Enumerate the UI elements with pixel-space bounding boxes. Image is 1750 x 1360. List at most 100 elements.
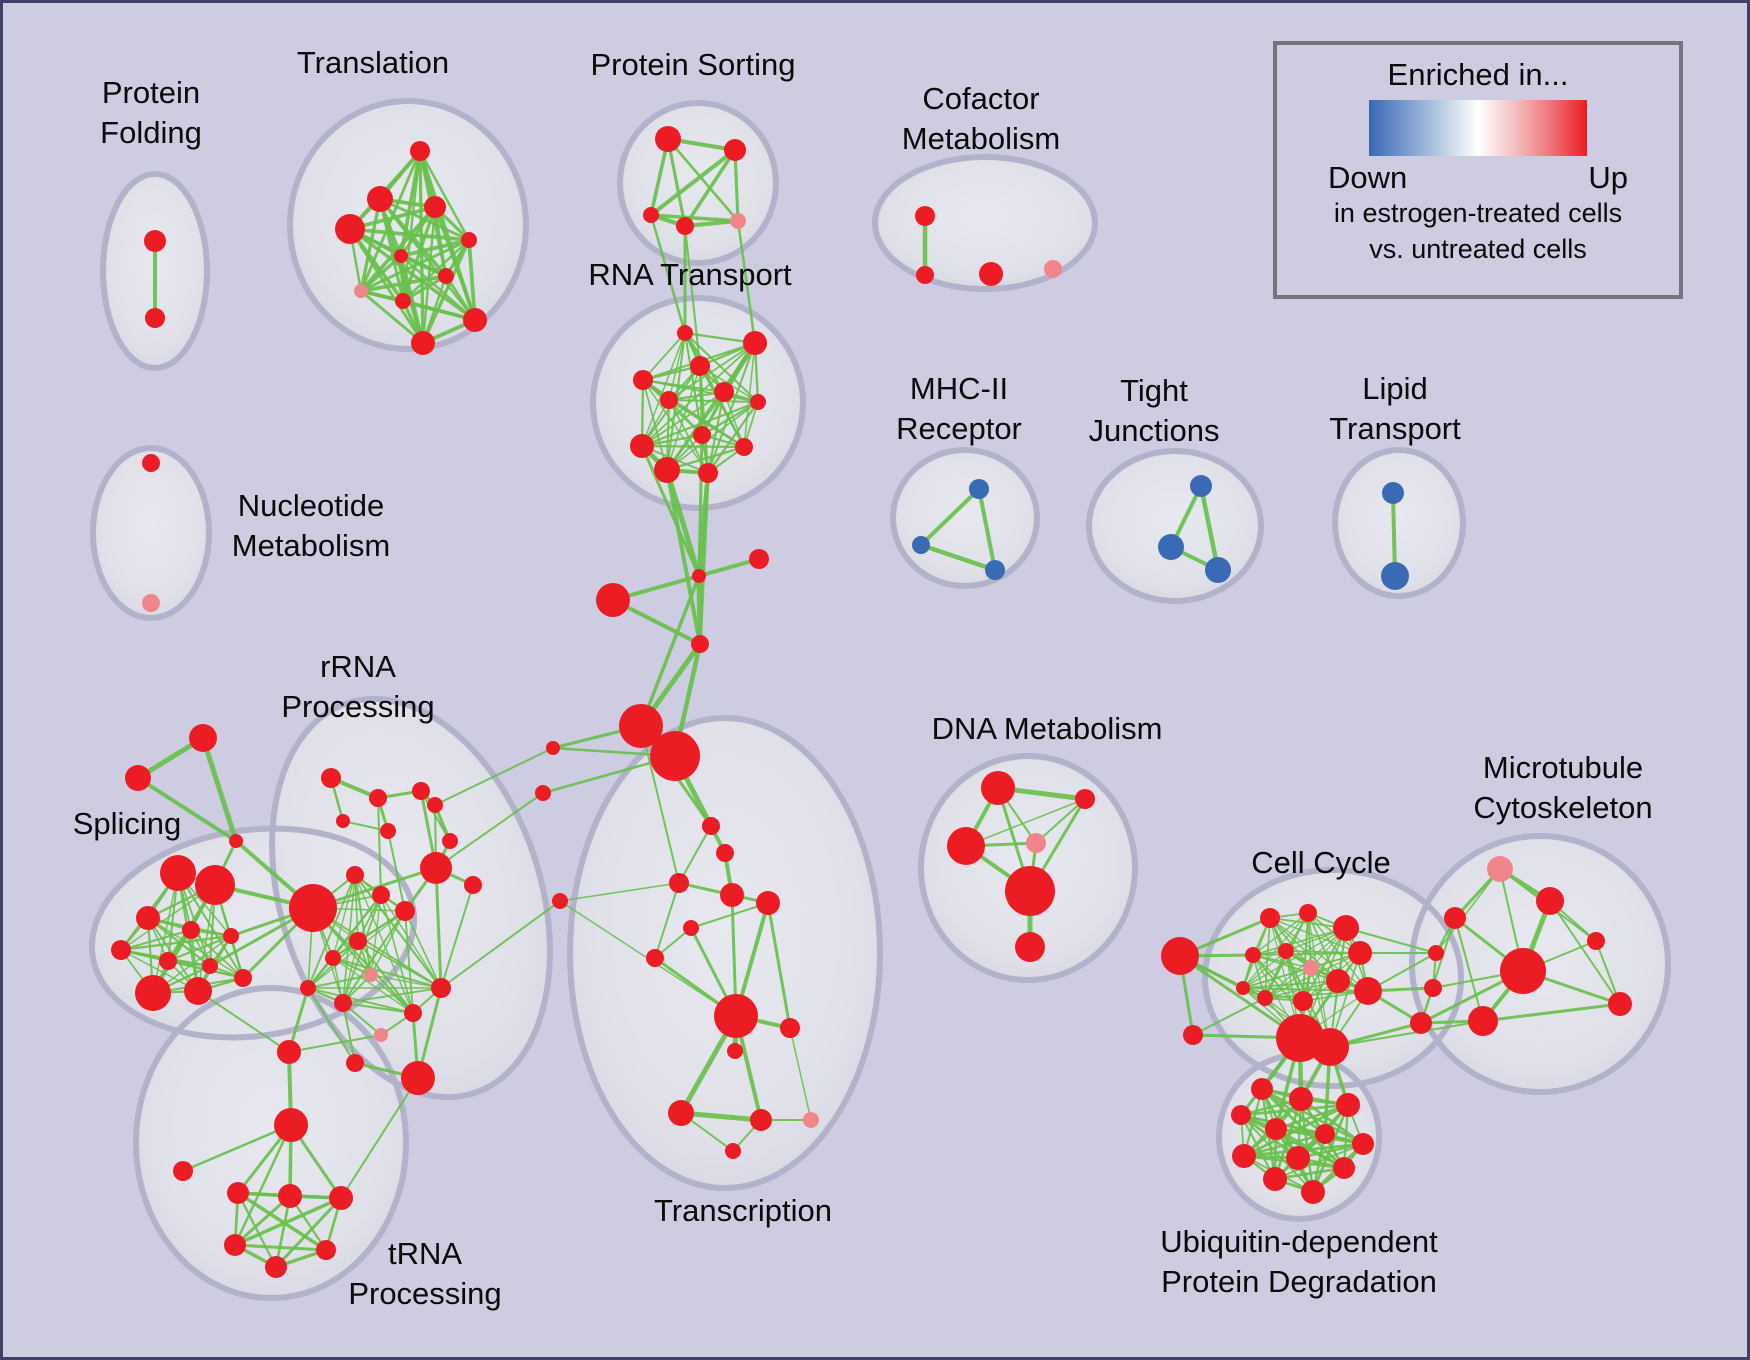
network-edge — [274, 1196, 343, 1269]
cluster-ellipse-fill-mhc-ii-receptor — [893, 450, 1037, 586]
network-edge — [341, 1001, 415, 1015]
legend-caption-line2: vs. untreated cells — [1369, 233, 1587, 264]
network-node-cc4 — [1348, 941, 1372, 965]
network-node-t5 — [224, 1234, 246, 1256]
network-edge — [1242, 967, 1312, 989]
network-edge — [399, 238, 471, 258]
network-edge — [1242, 987, 1304, 1002]
network-edge — [977, 487, 997, 572]
network-edge — [342, 987, 442, 1004]
network-node-d4 — [1026, 833, 1046, 853]
legend-title: Enriched in... — [1387, 57, 1569, 92]
network-node-r18 — [374, 1028, 388, 1042]
network-edge — [190, 929, 244, 979]
cluster-ellipse-outline-dna-metabolism — [918, 753, 1138, 983]
network-edge — [331, 956, 443, 990]
cluster-label-protein-folding-line1: Protein — [102, 75, 200, 110]
network-edge — [666, 401, 759, 471]
network-edge — [1035, 798, 1086, 844]
network-node-ts1 — [646, 949, 664, 967]
network-node-cn2 — [692, 569, 706, 583]
network-node-cc0 — [1161, 937, 1199, 975]
network-edge — [236, 1191, 278, 1269]
network-node-cf4 — [1044, 260, 1062, 278]
network-edge — [919, 487, 981, 547]
network-edge — [666, 137, 687, 228]
cluster-ellipse-outline-trna-processing — [133, 985, 409, 1301]
network-node-cc14 — [1311, 1028, 1349, 1066]
network-node-r21 — [401, 1061, 435, 1095]
network-edge — [640, 725, 680, 884]
network-edge — [120, 949, 199, 992]
network-edge — [200, 735, 239, 844]
cluster-label-trna-processing-line2: Processing — [348, 1276, 501, 1311]
network-node-d1 — [981, 771, 1015, 805]
network-node-cn6 — [650, 731, 700, 781]
network-edge — [665, 445, 746, 472]
network-node-cc2 — [1299, 904, 1317, 922]
network-edge — [342, 940, 359, 1004]
network-edge — [641, 342, 756, 447]
network-node-rt11 — [654, 457, 680, 483]
network-edge — [306, 973, 373, 990]
network-node-r6 — [427, 797, 443, 813]
network-edge — [467, 238, 477, 322]
network-edge — [307, 987, 356, 1064]
network-node-u4 — [1231, 1105, 1251, 1125]
network-node-lt2 — [1381, 562, 1409, 590]
network-edge — [683, 148, 737, 228]
network-node-s5 — [223, 928, 239, 944]
network-edge — [359, 205, 437, 293]
network-node-r7 — [442, 833, 458, 849]
network-node-ps5 — [730, 213, 746, 229]
cluster-label-tight-junctions-line1: Tight — [1120, 373, 1188, 408]
network-node-tl11 — [411, 331, 435, 355]
network-node-s2 — [195, 865, 235, 905]
network-node-s6 — [111, 940, 131, 960]
network-node-tj2 — [1158, 534, 1184, 560]
cluster-label-nucleotide-metabolism-line2: Metabolism — [232, 528, 391, 563]
network-node-cn8 — [535, 785, 551, 801]
network-node-r17 — [334, 994, 352, 1012]
network-edge — [233, 1243, 328, 1252]
network-edge — [965, 798, 1086, 847]
network-node-r5 — [380, 823, 396, 839]
network-node-ts9 — [725, 1143, 741, 1159]
cluster-ellipse-outline-protein-sorting — [617, 100, 779, 266]
network-edge — [789, 1027, 812, 1121]
network-edge — [356, 939, 415, 1015]
network-edge — [147, 917, 244, 979]
network-node-s10 — [184, 977, 212, 1005]
network-node-mt7 — [1587, 932, 1605, 950]
network-node-m2 — [912, 536, 930, 554]
network-node-t3 — [278, 1184, 302, 1208]
legend-caption-line1: in estrogen-treated cells — [1333, 198, 1623, 228]
network-node-s9 — [135, 975, 171, 1011]
network-node-ts5 — [727, 1043, 743, 1059]
network-node-rt8 — [693, 426, 711, 444]
network-node-tl2 — [367, 186, 393, 212]
network-edge — [706, 341, 757, 475]
network-node-cc3 — [1333, 915, 1359, 941]
network-edge — [1242, 987, 1369, 992]
network-edge — [359, 238, 471, 293]
network-edge — [668, 332, 686, 401]
network-node-lt1 — [1382, 482, 1404, 504]
network-edge — [401, 274, 448, 303]
network-edge — [307, 874, 356, 989]
network-edge — [1549, 900, 1621, 1005]
network-node-u7 — [1352, 1133, 1374, 1155]
network-edge — [649, 213, 740, 223]
network-edge — [642, 379, 759, 403]
network-node-t0 — [274, 1108, 308, 1142]
cluster-ellipse-fill-cofactor-metabolism — [875, 157, 1095, 289]
network-edge — [359, 274, 448, 293]
network-node-r14 — [325, 950, 341, 966]
cluster-ellipse-outline-rna-transport — [590, 295, 806, 511]
network-node-mt1 — [1487, 856, 1513, 882]
legend-gradient-bar — [1369, 100, 1587, 156]
network-node-cc16 — [1410, 1012, 1432, 1034]
network-edge — [743, 342, 756, 448]
network-node-ts3 — [756, 891, 780, 915]
network-node-u11 — [1263, 1167, 1287, 1191]
